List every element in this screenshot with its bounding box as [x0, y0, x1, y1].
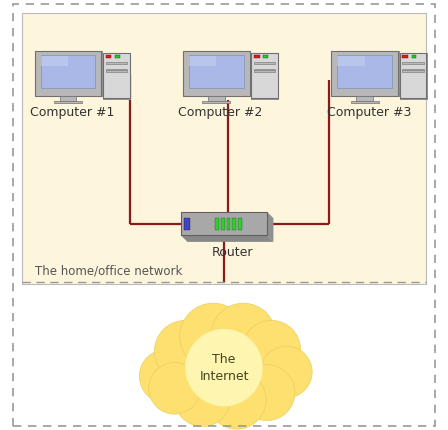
Bar [337, 55, 392, 88]
Bar [106, 62, 127, 64]
Bar [183, 51, 250, 96]
Circle shape [149, 362, 200, 414]
Bar [34, 96, 103, 98]
Bar [106, 55, 112, 58]
Circle shape [185, 329, 263, 406]
Bar [251, 53, 278, 98]
Bar [41, 55, 95, 88]
Text: Computer #2: Computer #2 [178, 106, 263, 119]
Bar [251, 98, 280, 100]
Bar [254, 69, 276, 72]
Bar [278, 53, 280, 100]
Bar [60, 96, 76, 101]
Bar [337, 56, 365, 66]
Bar [41, 56, 68, 66]
Circle shape [261, 346, 312, 398]
Bar [412, 55, 417, 58]
Bar [183, 96, 251, 98]
Circle shape [239, 365, 295, 421]
Bar [331, 51, 398, 96]
Bar [356, 96, 373, 101]
Bar [402, 62, 424, 64]
Bar [398, 51, 400, 98]
Bar [181, 212, 267, 236]
FancyBboxPatch shape [22, 13, 426, 284]
Text: The home/office network: The home/office network [35, 264, 182, 277]
Bar [129, 53, 131, 100]
Bar [263, 55, 268, 58]
Bar [400, 98, 428, 100]
Polygon shape [181, 236, 273, 242]
Bar [208, 96, 224, 101]
Bar [227, 218, 230, 230]
Bar [215, 218, 219, 230]
Circle shape [139, 350, 193, 403]
Bar [103, 98, 131, 100]
Text: Computer #1: Computer #1 [30, 106, 114, 119]
Bar [400, 53, 426, 98]
Polygon shape [267, 212, 273, 242]
Circle shape [180, 303, 247, 370]
Bar [250, 51, 251, 98]
Bar [254, 62, 276, 64]
Bar [103, 53, 129, 98]
Text: Router: Router [212, 246, 254, 259]
Bar [351, 101, 379, 104]
Bar [54, 101, 82, 104]
Text: The
Internet: The Internet [199, 353, 249, 383]
Bar [189, 56, 216, 66]
Bar [115, 55, 120, 58]
Bar [106, 69, 127, 72]
Bar [232, 218, 236, 230]
Bar [221, 218, 225, 230]
Bar [101, 51, 103, 98]
Bar [402, 55, 408, 58]
Bar [34, 51, 101, 96]
Circle shape [242, 320, 301, 379]
Circle shape [175, 371, 230, 427]
Bar [202, 101, 230, 104]
Bar [189, 55, 244, 88]
Bar [426, 53, 428, 100]
Bar [254, 55, 260, 58]
Bar [185, 218, 190, 230]
Circle shape [208, 371, 266, 429]
Circle shape [155, 320, 216, 382]
Bar [331, 96, 400, 98]
Text: Computer #3: Computer #3 [327, 106, 411, 119]
Circle shape [211, 303, 276, 368]
Bar [402, 69, 424, 72]
Bar [238, 218, 241, 230]
